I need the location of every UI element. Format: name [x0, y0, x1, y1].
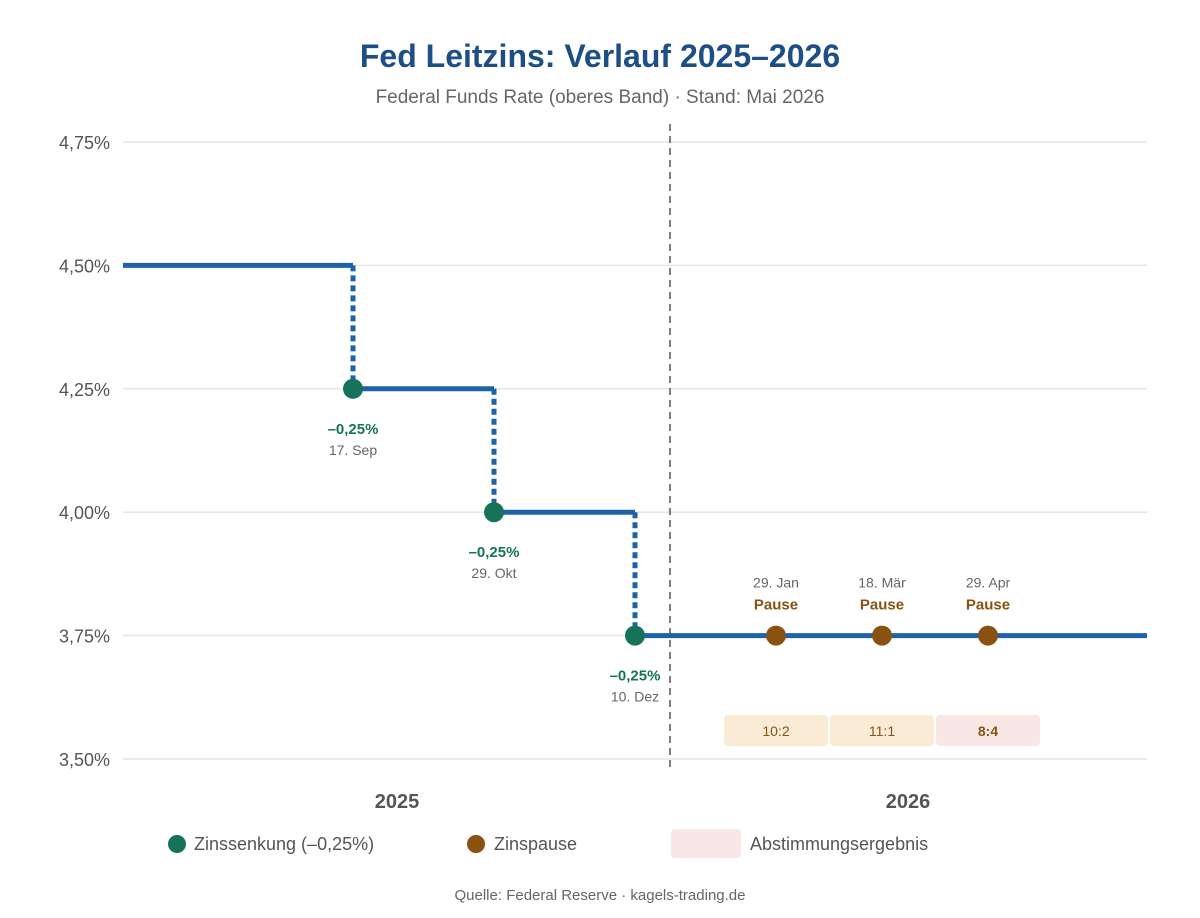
pause-marker: [766, 625, 786, 646]
legend-cut-swatch: [168, 835, 186, 853]
legend-vote-swatch: [671, 829, 741, 858]
vote-box: [830, 715, 934, 746]
pause-label: Pause: [966, 597, 1010, 614]
pause-label: Pause: [860, 597, 904, 614]
plot-area: 4,75% 4,50% 4,25% 4,00% 3,75% 3,50% 10:2 11:1 8:…: [59, 124, 1147, 858]
vote-box: [724, 715, 828, 746]
vote-label: 11:1: [869, 723, 895, 739]
cut-marker: [343, 378, 363, 399]
pause-marker: [978, 625, 998, 646]
vote-label: 10:2: [762, 723, 789, 739]
legend-vote-label: Abstimmungsergebnis: [750, 834, 928, 854]
vote-label: 8:4: [978, 723, 998, 739]
cut-change-label: –0,25%: [328, 421, 379, 438]
y-tick-label: 4,00%: [59, 503, 110, 523]
pause-marker: [872, 625, 892, 646]
cut-date-label: 10. Dez: [611, 689, 659, 705]
chart-subtitle: Federal Funds Rate (oberes Band) · Stand…: [376, 87, 825, 108]
y-tick-label: 4,25%: [59, 380, 110, 400]
cut-marker: [484, 502, 504, 523]
cut-change-label: –0,25%: [469, 544, 520, 561]
legend-cut-label: Zinssenkung (–0,25%): [194, 834, 374, 854]
y-tick-label: 3,75%: [59, 627, 110, 647]
y-tick-label: 4,75%: [59, 133, 110, 153]
pause-date-label: 29. Jan: [753, 575, 799, 591]
pause-date-label: 18. Mär: [858, 575, 906, 591]
legend-pause-swatch: [467, 835, 485, 853]
cut-change-label: –0,25%: [610, 668, 661, 685]
legend-pause-label: Zinspause: [494, 834, 577, 854]
pause-label: Pause: [754, 597, 798, 614]
chart-title: Fed Leitzins: Verlauf 2025–2026: [360, 38, 840, 74]
period-label: 2026: [886, 791, 931, 813]
cut-date-label: 17. Sep: [329, 442, 377, 458]
cut-marker: [625, 625, 645, 646]
vote-box: [936, 715, 1040, 746]
period-label: 2025: [375, 791, 420, 813]
pause-date-label: 29. Apr: [966, 575, 1011, 591]
chart-source: Quelle: Federal Reserve · kagels-trading…: [455, 887, 746, 904]
cut-date-label: 29. Okt: [471, 565, 516, 581]
y-tick-label: 3,50%: [59, 750, 110, 770]
y-tick-label: 4,50%: [59, 256, 110, 276]
